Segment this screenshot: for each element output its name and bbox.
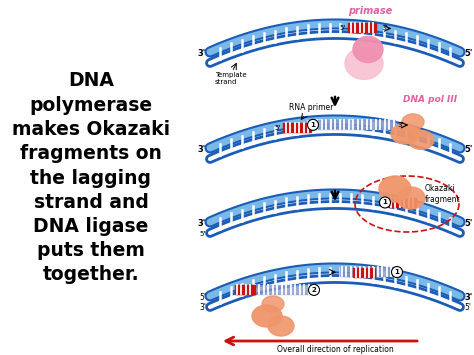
- Text: 5': 5': [275, 125, 281, 131]
- Text: 5': 5': [340, 26, 346, 31]
- Text: RNA primer: RNA primer: [289, 103, 333, 113]
- Ellipse shape: [353, 37, 383, 62]
- Ellipse shape: [262, 296, 284, 312]
- Text: 1: 1: [383, 200, 387, 206]
- Text: Overall direction of replication: Overall direction of replication: [277, 345, 393, 354]
- Ellipse shape: [397, 187, 425, 209]
- FancyBboxPatch shape: [353, 268, 375, 277]
- Text: DNA
polymerase
makes Okazaki
fragments on
the lagging
strand and
DNA ligase
puts: DNA polymerase makes Okazaki fragments o…: [12, 71, 170, 284]
- Text: 5': 5': [199, 294, 206, 302]
- FancyBboxPatch shape: [235, 285, 310, 294]
- Ellipse shape: [391, 124, 419, 144]
- Circle shape: [392, 267, 402, 278]
- Text: 3': 3': [381, 26, 387, 31]
- Ellipse shape: [252, 305, 282, 327]
- Circle shape: [309, 284, 319, 295]
- Text: 5': 5': [464, 219, 473, 229]
- Ellipse shape: [268, 316, 294, 336]
- Text: DNA pol III: DNA pol III: [403, 95, 457, 104]
- FancyBboxPatch shape: [283, 124, 311, 132]
- Circle shape: [380, 197, 391, 208]
- Text: 5': 5': [464, 49, 473, 59]
- Ellipse shape: [402, 114, 424, 130]
- FancyBboxPatch shape: [235, 285, 255, 294]
- Text: 3': 3': [198, 219, 206, 229]
- FancyBboxPatch shape: [388, 198, 416, 207]
- Text: 1: 1: [310, 122, 315, 128]
- Ellipse shape: [408, 130, 434, 149]
- Text: 5': 5': [464, 304, 471, 312]
- Text: 3': 3': [397, 122, 403, 128]
- FancyBboxPatch shape: [311, 120, 395, 129]
- Ellipse shape: [345, 48, 383, 80]
- Text: 5': 5': [464, 146, 473, 154]
- Text: 5': 5': [200, 231, 206, 237]
- Text: primase: primase: [348, 6, 392, 16]
- Circle shape: [308, 119, 319, 130]
- FancyBboxPatch shape: [348, 23, 376, 32]
- Text: 3': 3': [464, 294, 472, 302]
- Text: Okazaki
fragment: Okazaki fragment: [425, 184, 461, 204]
- Text: 2: 2: [311, 287, 316, 293]
- Text: 3': 3': [199, 304, 206, 312]
- FancyBboxPatch shape: [340, 267, 395, 276]
- Text: 1: 1: [394, 269, 400, 275]
- Ellipse shape: [379, 176, 411, 202]
- Text: 3': 3': [198, 146, 206, 154]
- Text: Template
strand: Template strand: [215, 72, 246, 85]
- Text: 3': 3': [198, 49, 206, 59]
